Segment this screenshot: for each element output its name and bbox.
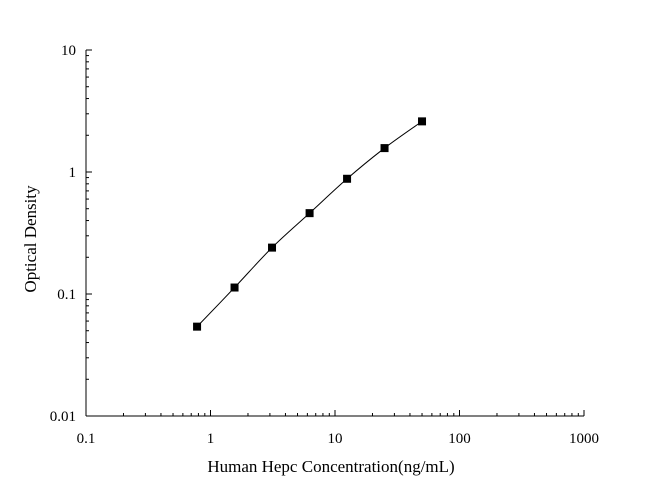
data-point [230, 283, 239, 292]
y-tick-label: 0.01 [50, 409, 76, 425]
x-tick-label: 10 [328, 431, 343, 447]
y-axis-label: Optical Density [21, 185, 40, 293]
data-point [193, 322, 202, 331]
data-point [305, 209, 314, 218]
x-tick-label: 100 [448, 431, 471, 447]
y-tick-label: 1 [69, 165, 77, 181]
data-point [380, 144, 389, 153]
y-tick-label: 10 [61, 43, 76, 59]
x-axis-label: Human Hepc Concentration(ng/mL) [207, 457, 454, 476]
x-tick-label: 1000 [569, 431, 599, 447]
data-point [268, 243, 277, 252]
data-point [418, 117, 427, 126]
y-tick-label: 0.1 [57, 287, 76, 303]
series-group [193, 117, 427, 331]
x-tick-label: 1 [207, 431, 215, 447]
x-tick-label: 0.1 [77, 431, 96, 447]
data-point [343, 174, 352, 183]
fit-curve [196, 120, 423, 327]
